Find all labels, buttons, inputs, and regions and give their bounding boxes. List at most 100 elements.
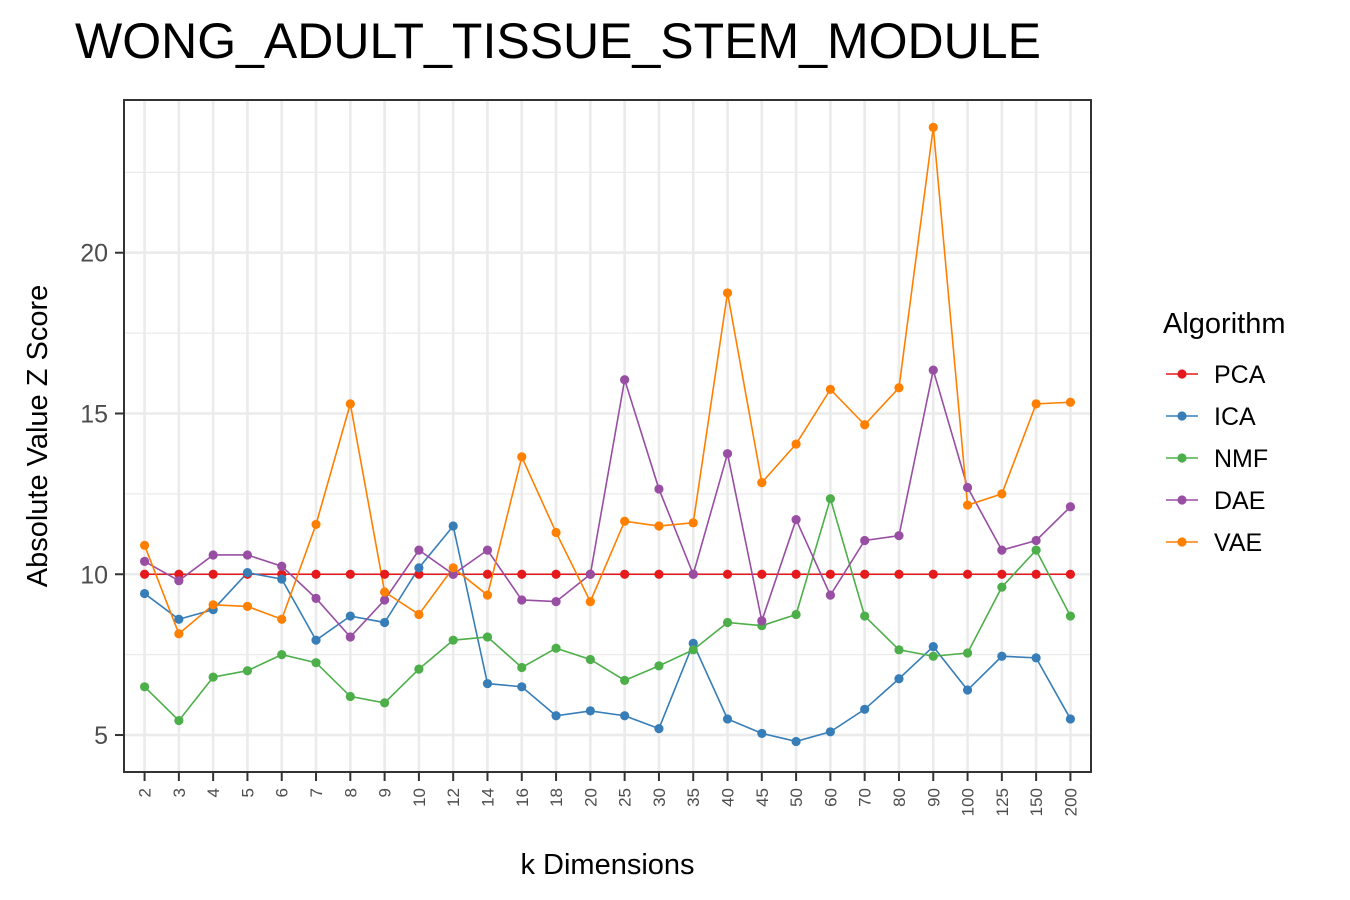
data-point-vae [585,596,595,607]
data-point-dae [688,569,698,579]
x-tick-label: 6 [273,788,292,797]
chart-title: WONG_ADULT_TISSUE_STEM_MODULE [75,13,1041,69]
x-tick-label: 60 [821,788,840,807]
data-point-vae [688,518,698,528]
data-point-pca [962,569,973,579]
data-point-dae [928,365,938,375]
data-point-vae [928,122,938,132]
x-tick-label: 20 [581,788,600,807]
data-point-ica [791,736,801,747]
data-point-nmf [620,675,630,685]
data-point-ica [757,728,767,739]
data-point-pca [1031,569,1041,579]
data-point-dae [345,632,355,642]
data-point-dae [242,550,253,560]
data-point-pca [757,569,767,579]
legend-key-point-pca [1177,369,1187,379]
data-point-ica [448,521,458,531]
data-point-nmf [894,645,904,655]
data-point-ica [1065,714,1076,724]
x-tick-label: 8 [341,788,360,797]
data-point-ica [311,635,321,645]
data-point-nmf [551,643,561,653]
data-point-nmf [860,611,870,621]
x-tick-label: 80 [890,788,909,807]
data-point-nmf [482,632,493,642]
data-point-nmf [688,645,698,655]
x-tick-label: 100 [959,788,978,816]
series-line-ica [144,524,1072,743]
data-point-dae [997,545,1007,555]
data-point-vae [962,500,973,510]
data-point-pca [208,569,218,579]
x-tick-label: 16 [513,788,532,807]
data-point-pca [860,569,870,579]
data-point-nmf [242,666,253,676]
x-axis-title: k Dimensions [520,849,694,881]
data-point-pca [791,569,801,579]
data-point-ica [1031,653,1041,663]
data-point-ica [380,617,390,628]
x-tick-label: 3 [170,788,189,797]
data-point-nmf [345,691,355,702]
data-point-nmf [722,617,733,628]
data-point-pca [894,569,904,579]
legend-key-point-vae [1177,537,1187,547]
data-point-dae [654,484,664,494]
x-tick-label: 35 [684,788,703,807]
data-point-vae [1031,399,1041,409]
x-tick-label: 45 [753,788,772,807]
x-tick-label: 125 [993,788,1012,816]
y-tick-label: 15 [80,400,108,428]
data-point-ica [551,711,561,721]
data-point-dae [311,593,321,603]
x-tick-label: 5 [238,788,257,797]
data-point-ica [962,685,973,695]
data-point-dae [585,569,595,579]
data-point-pca [380,569,390,579]
data-point-dae [962,482,973,493]
data-point-pca [414,569,424,579]
data-point-vae [139,540,150,550]
data-point-dae [1031,535,1041,546]
series-line-vae [143,127,1071,636]
legend-label-ica: ICA [1214,403,1256,431]
data-point-ica [997,651,1007,661]
data-point-vae [345,399,355,409]
data-point-nmf [654,661,664,671]
data-point-vae [242,601,253,612]
y-tick-label: 10 [80,561,108,589]
data-point-nmf [825,494,835,504]
x-tick-label: 150 [1027,788,1046,816]
data-point-nmf [277,650,287,660]
x-tick-label: 12 [444,788,463,807]
x-tick-label: 10 [410,788,429,807]
data-point-pca [139,569,150,579]
legend-key-point-ica [1177,411,1187,421]
data-point-vae [380,587,390,597]
legend-key-point-nmf [1177,453,1187,463]
data-point-nmf [311,658,321,668]
data-point-pca [928,569,938,579]
data-point-vae [277,614,287,624]
data-point-nmf [1031,545,1041,555]
data-point-nmf [448,635,458,645]
x-tick-label: 25 [616,788,635,807]
data-point-vae [311,519,321,530]
data-point-pca [997,569,1007,579]
data-point-vae [482,590,493,600]
data-point-vae [757,478,767,488]
data-point-pca [722,569,733,579]
data-point-dae [860,535,870,546]
data-point-dae [139,556,150,566]
x-tick-label: 90 [924,788,943,807]
data-point-pca [311,569,321,579]
plot-border [123,99,1092,773]
y-tick-label: 20 [80,240,108,268]
legend-label-vae: VAE [1214,529,1262,557]
data-point-ica [482,678,493,689]
series-line-nmf [144,495,1072,722]
data-point-pca [174,569,184,579]
data-point-nmf [414,664,424,674]
